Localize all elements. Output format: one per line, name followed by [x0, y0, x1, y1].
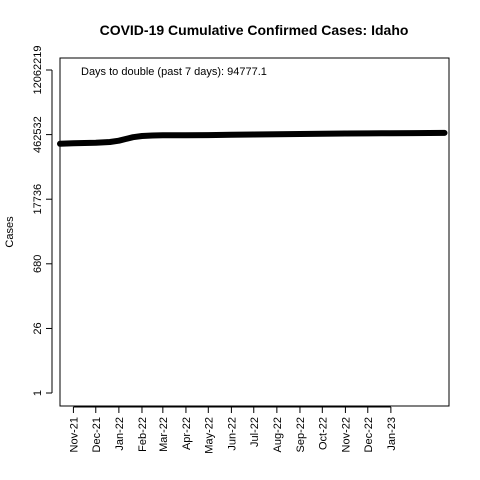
x-tick-label: Jan-23	[386, 417, 398, 451]
y-axis: 1 26 680 17736 462532 12062219	[32, 46, 53, 396]
x-tick-label: Nov-22	[340, 417, 352, 452]
x-tick-label: Nov-21	[68, 417, 80, 452]
doubling-time-annotation: Days to double (past 7 days): 94777.1	[81, 66, 267, 78]
x-tick-label: Feb-22	[137, 417, 149, 452]
x-tick-label: Mar-22	[158, 417, 170, 452]
y-tick-label: 17736	[32, 184, 44, 215]
x-tick-label: Sep-22	[295, 417, 307, 452]
series-line-cumulative-cases	[57, 129, 448, 147]
x-tick-label: May-22	[203, 417, 215, 454]
x-tick-label: Jul-22	[249, 417, 261, 447]
chart-title: COVID-19 Cumulative Confirmed Cases: Ida…	[100, 22, 409, 38]
x-tick-label: Aug-22	[272, 417, 284, 452]
y-tick-label: 680	[32, 255, 44, 273]
x-tick-label: Dec-22	[363, 417, 375, 452]
y-axis-label: Cases	[4, 216, 16, 248]
plot-area-frame	[59, 57, 450, 407]
x-axis: Nov-21 Dec-21 Jan-22 Feb-22 Mar-22 Apr-22 May-…	[68, 406, 398, 454]
x-tick-label: Oct-22	[317, 417, 329, 450]
y-tick-label: 26	[32, 322, 44, 334]
x-tick-label: Jun-22	[226, 417, 238, 451]
y-tick-label: 1	[32, 390, 44, 396]
y-tick-label: 12062219	[32, 46, 44, 95]
x-tick-label: Apr-22	[181, 417, 193, 450]
x-tick-label: Jan-22	[114, 417, 126, 451]
x-tick-label: Dec-21	[91, 417, 103, 452]
y-tick-label: 462532	[32, 116, 44, 153]
